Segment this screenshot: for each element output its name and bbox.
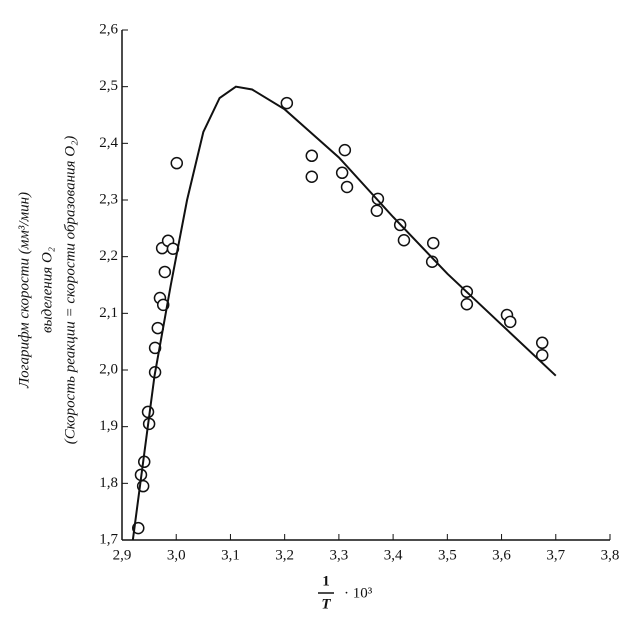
data-point	[370, 204, 384, 218]
y-tick-label: 1,9	[99, 418, 118, 434]
data-point	[158, 265, 172, 279]
data-point	[305, 149, 319, 163]
y-label: (Скорость реакции = скорости образования…	[62, 136, 78, 445]
fit-curve	[131, 85, 557, 541]
data-point	[460, 298, 474, 311]
x-tick-label: 3,5	[438, 547, 457, 563]
x-tick-label: 3,4	[384, 547, 403, 563]
data-point	[340, 180, 354, 194]
y-tick-label: 1,7	[99, 531, 118, 547]
x-label-denominator: T	[321, 596, 331, 612]
data-point	[535, 349, 549, 362]
y-label: Логарифм скорости (мм³/мин)	[16, 192, 32, 389]
y-tick-label: 2,5	[99, 78, 118, 94]
data-point	[148, 341, 162, 355]
data-point	[535, 336, 549, 350]
data-point	[170, 156, 184, 170]
x-label-numerator: 1	[322, 573, 330, 589]
y-tick-label: 2,2	[99, 248, 118, 264]
y-tick-label: 1,8	[99, 475, 118, 491]
x-tick-label: 3,6	[492, 547, 511, 563]
x-tick-label: 3,1	[221, 547, 240, 563]
data-point	[141, 405, 155, 419]
data-point	[280, 96, 294, 110]
data-point	[503, 315, 517, 329]
data-point	[397, 233, 411, 247]
y-tick-label: 2,3	[99, 191, 118, 207]
data-point	[338, 143, 352, 157]
y-tick-label: 2,0	[99, 361, 118, 377]
y-label: выделения O₂	[39, 247, 55, 333]
x-tick-label: 3,8	[601, 547, 620, 563]
y-tick-label: 2,6	[99, 21, 118, 37]
x-tick-label: 3,3	[330, 547, 349, 563]
data-point	[425, 255, 439, 269]
x-tick-label: 2,9	[113, 547, 132, 563]
y-tick-label: 2,1	[99, 305, 118, 321]
x-label-factor: · 10³	[344, 585, 373, 601]
y-tick-label: 2,4	[99, 135, 118, 151]
x-tick-label: 3,0	[167, 547, 186, 563]
x-tick-label: 3,7	[546, 547, 565, 563]
data-point	[335, 166, 349, 180]
data-point	[305, 170, 319, 184]
x-tick-label: 3,2	[275, 547, 294, 563]
data-point	[426, 236, 440, 250]
